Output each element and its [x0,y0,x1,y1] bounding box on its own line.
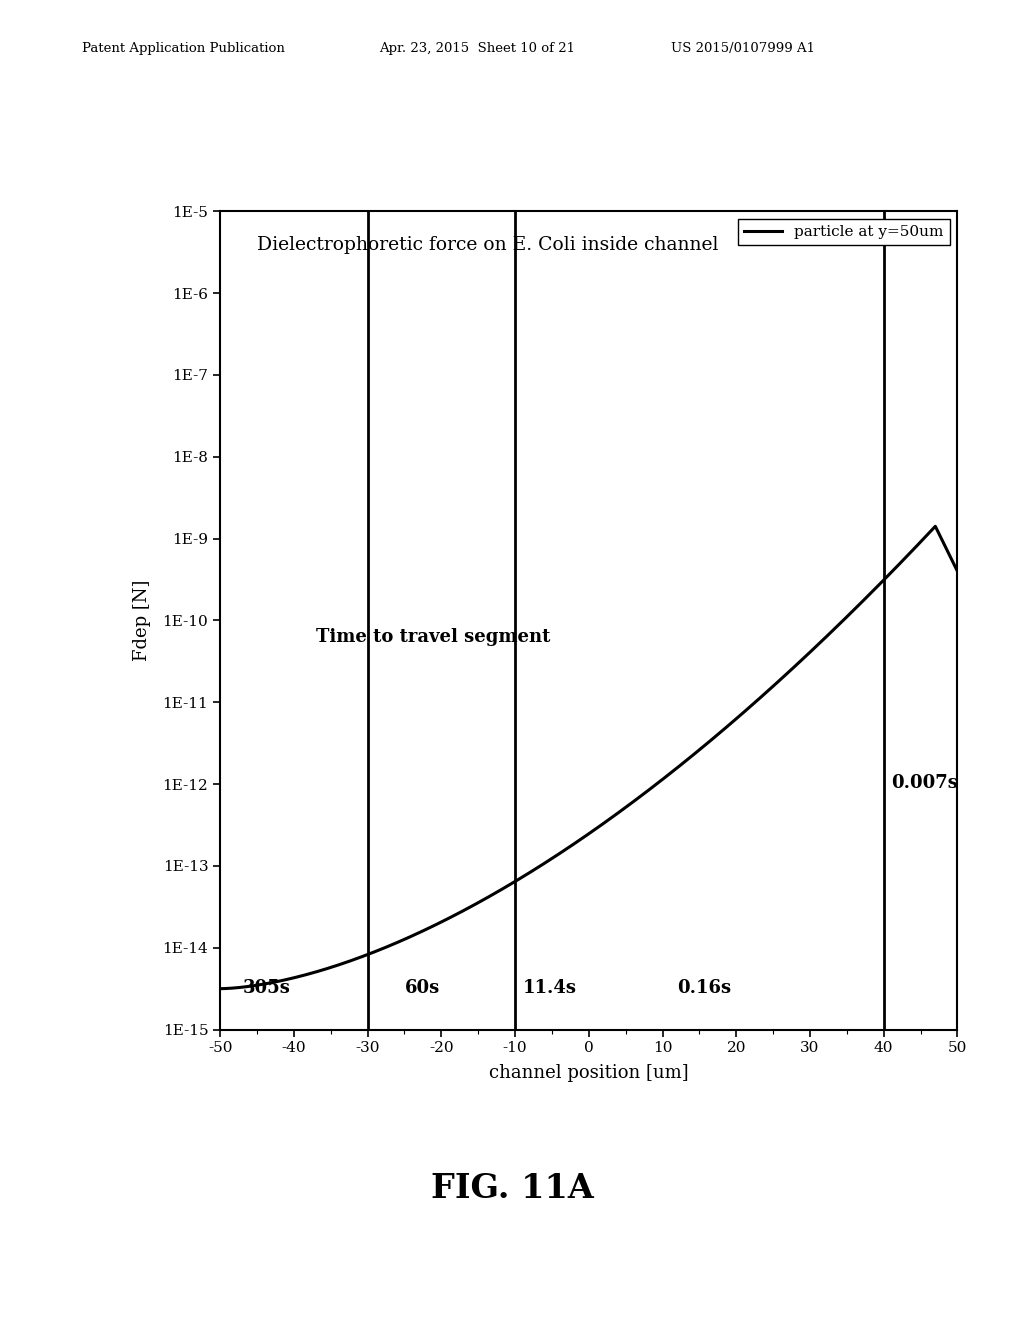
Legend: particle at y=50um: particle at y=50um [737,219,950,246]
Y-axis label: Fdep [N]: Fdep [N] [133,579,152,661]
Text: FIG. 11A: FIG. 11A [431,1172,593,1204]
Text: 60s: 60s [404,979,439,997]
Text: 11.4s: 11.4s [522,979,577,997]
X-axis label: channel position [um]: channel position [um] [489,1064,688,1081]
Text: 0.007s: 0.007s [891,775,958,792]
Text: 305s: 305s [243,979,290,997]
Text: Dielectrophoretic force on E. Coli inside channel: Dielectrophoretic force on E. Coli insid… [257,236,719,253]
Text: US 2015/0107999 A1: US 2015/0107999 A1 [671,42,815,55]
Text: Patent Application Publication: Patent Application Publication [82,42,285,55]
Text: 0.16s: 0.16s [677,979,731,997]
Text: Time to travel segment: Time to travel segment [316,628,550,645]
Text: Apr. 23, 2015  Sheet 10 of 21: Apr. 23, 2015 Sheet 10 of 21 [379,42,574,55]
